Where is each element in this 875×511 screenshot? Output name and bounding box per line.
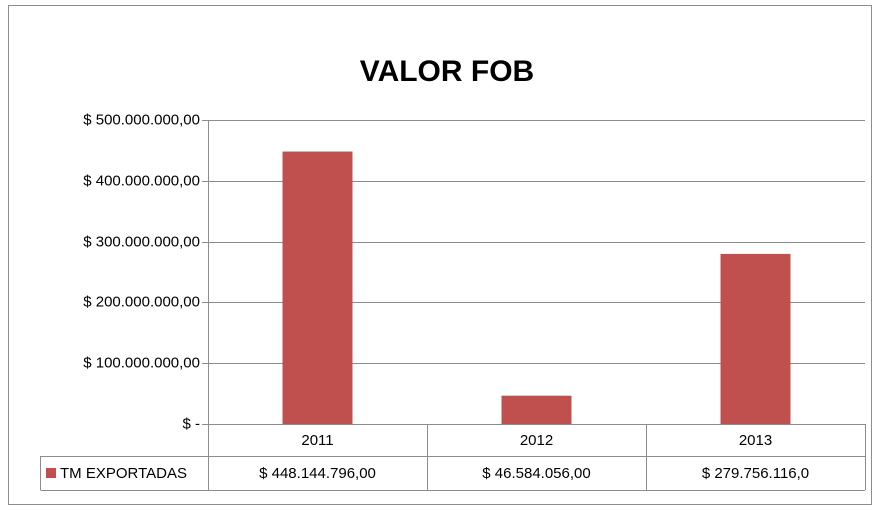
x-tick-label: 2013 [739,432,772,449]
table-value: $ 279.756.116,0 [702,465,809,482]
y-tick-label: $ 500.000.000,00 [83,111,200,128]
x-tick-label: 2011 [301,432,333,449]
chart-title: VALOR FOB [360,55,534,88]
y-tick-label: $ 200.000.000,00 [83,293,200,310]
y-tick-label: $ - [182,415,200,432]
bar [282,151,353,425]
table-value: $ 46.584.056,00 [482,465,590,482]
legend-marker [46,468,56,478]
table-value: $ 448.144.796,00 [259,465,376,482]
y-tick-label: $ 100.000.000,00 [83,354,200,371]
y-tick-label: $ 400.000.000,00 [83,172,200,189]
bar [720,253,791,424]
bar [501,395,572,424]
y-tick-label: $ 300.000.000,00 [83,233,200,250]
x-tick-label: 2012 [520,432,553,449]
legend-label: TM EXPORTADAS [60,465,187,482]
